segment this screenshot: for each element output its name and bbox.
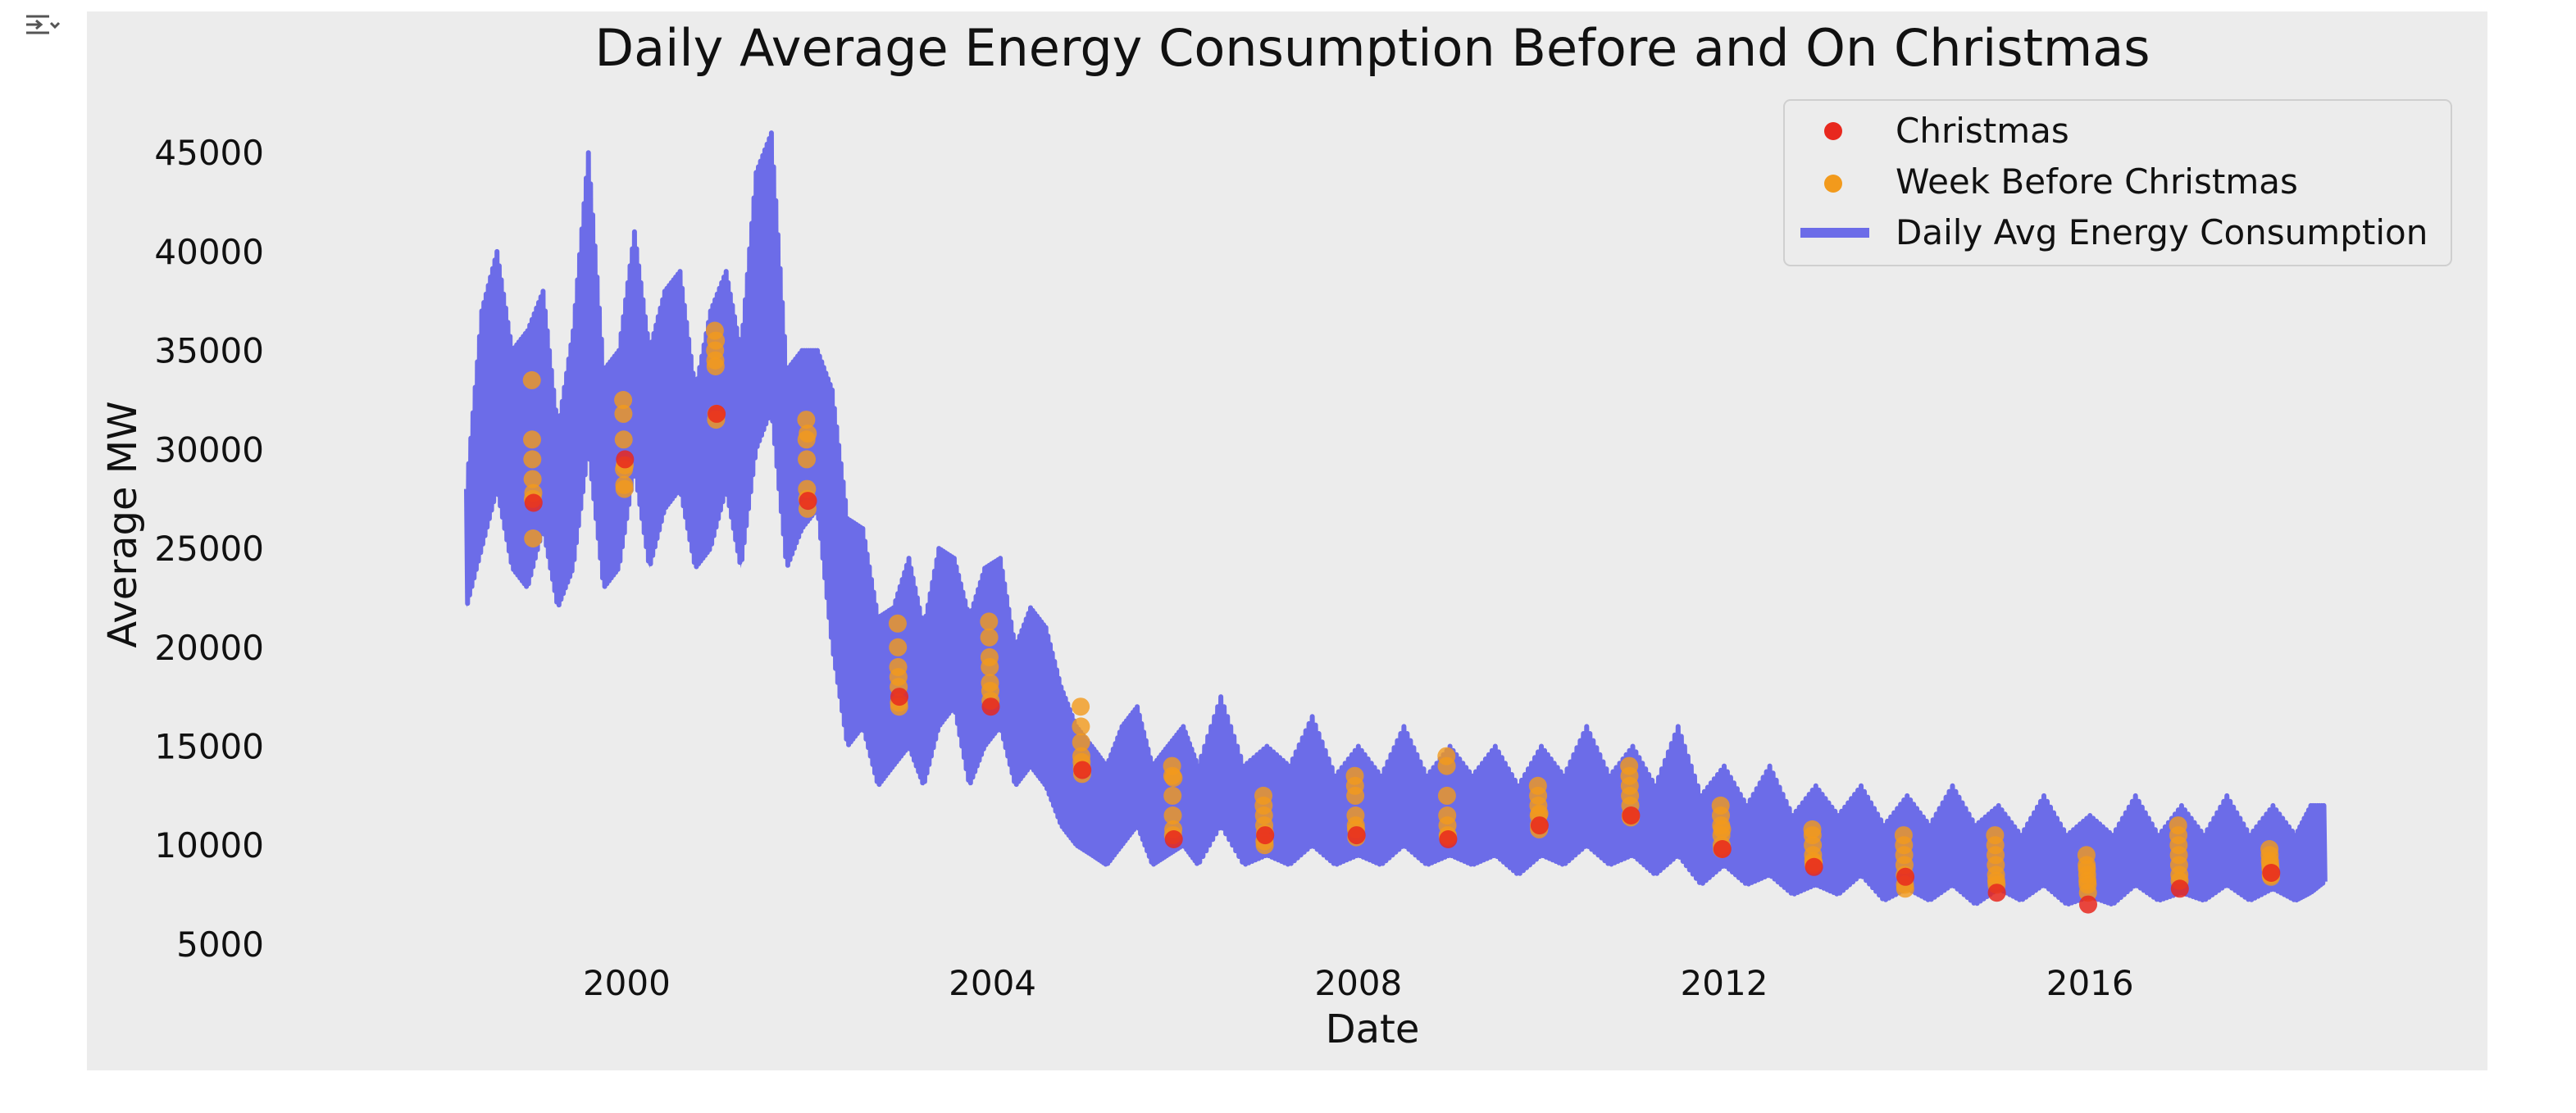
christmas-point [2170, 879, 2189, 898]
y-tick-label: 10000 [154, 825, 264, 865]
y-tick-label: 40000 [154, 232, 264, 272]
legend-box [1783, 99, 2452, 266]
christmas-point [1805, 857, 1823, 876]
week-before-point [524, 529, 543, 547]
week-before-point [797, 411, 816, 429]
y-tick-label: 45000 [154, 133, 264, 173]
christmas-point [524, 493, 543, 512]
week-before-point [1437, 786, 1456, 805]
christmas-point [2262, 864, 2281, 882]
week-before-point [523, 430, 541, 449]
y-tick-labels: 5000 10000 15000 20000 25000 30000 35000 40000 4… [154, 133, 264, 965]
week-before-point [1072, 733, 1090, 752]
christmas-point [1439, 830, 1458, 848]
week-before-point [523, 470, 542, 488]
legend-week-before-label: Week Before Christmas [1896, 161, 2298, 202]
week-before-point [888, 614, 907, 633]
christmas-point [1530, 816, 1549, 835]
legend-christmas-marker [1824, 122, 1842, 140]
christmas-point [890, 688, 908, 706]
week-before-point [707, 331, 726, 350]
x-tick-labels: 2000 2004 2008 2012 2016 [583, 963, 2134, 1003]
legend-line-label: Daily Avg Energy Consumption [1896, 212, 2428, 252]
christmas-point [1347, 826, 1366, 845]
y-tick-label: 30000 [154, 429, 264, 470]
week-before-point [1072, 717, 1090, 736]
week-before-point [1163, 806, 1182, 825]
christmas-point [1987, 884, 2006, 902]
christmas-point [708, 404, 726, 423]
week-before-point [1346, 786, 1365, 805]
week-before-point [614, 391, 633, 409]
christmas-point [2079, 895, 2097, 914]
christmas-point [981, 697, 1000, 716]
week-before-point [1072, 697, 1090, 716]
christmas-point [1713, 840, 1732, 858]
week-before-point [799, 425, 817, 443]
y-tick-label: 15000 [154, 727, 264, 767]
x-tick-label: 2016 [2046, 963, 2134, 1003]
week-before-point [1163, 786, 1182, 805]
x-tick-label: 2000 [583, 963, 671, 1003]
christmas-point [1073, 761, 1092, 779]
week-before-point [614, 430, 633, 449]
y-tick-label: 25000 [154, 529, 264, 569]
legend: Christmas Week Before Christmas Daily Av… [1783, 99, 2452, 266]
week-before-point [980, 628, 999, 647]
x-tick-label: 2004 [949, 963, 1036, 1003]
christmas-point [1896, 867, 1915, 886]
series-layer [464, 130, 2328, 914]
chart-title: Daily Average Energy Consumption Before … [594, 18, 2150, 78]
week-before-point [706, 357, 725, 375]
week-before-point [798, 450, 816, 469]
week-before-point [614, 404, 633, 423]
week-before-point [1437, 756, 1456, 775]
week-before-point [522, 370, 541, 389]
christmas-point [1164, 830, 1183, 848]
x-axis-label: Date [1326, 1006, 1420, 1052]
christmas-point [799, 492, 817, 511]
week-before-point [1713, 820, 1732, 838]
y-axis-label: Average MW [100, 401, 146, 647]
legend-christmas-label: Christmas [1896, 111, 2069, 151]
x-tick-label: 2012 [1681, 963, 1768, 1003]
week-before-point [523, 450, 542, 469]
y-tick-label: 35000 [154, 331, 264, 371]
week-before-point [980, 612, 999, 631]
week-before-point [615, 479, 634, 498]
christmas-point [1256, 826, 1275, 845]
christmas-point [616, 450, 635, 469]
y-tick-label: 5000 [176, 924, 264, 965]
week-before-point [889, 638, 908, 656]
x-tick-label: 2008 [1314, 963, 1402, 1003]
output-collapse-icon[interactable] [25, 11, 61, 44]
legend-week-before-marker [1824, 175, 1842, 193]
week-before-point [981, 657, 999, 676]
week-before-point [1164, 769, 1183, 788]
christmas-point [1622, 806, 1641, 825]
y-tick-label: 20000 [154, 628, 264, 668]
